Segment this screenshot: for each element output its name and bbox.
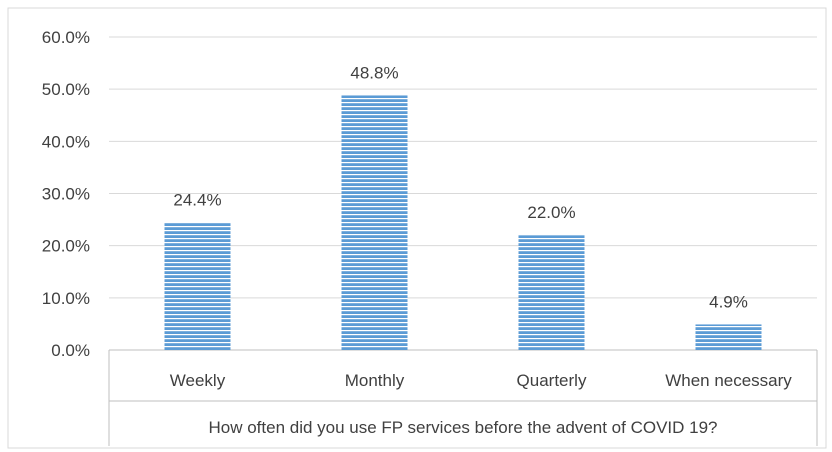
data-label: 48.8% [350, 63, 398, 82]
y-tick-label: 20.0% [42, 237, 90, 256]
y-axis-ticks: 0.0% 10.0% 20.0% 30.0% 40.0% 50.0% 60.0% [42, 28, 90, 360]
bars [164, 95, 762, 350]
data-labels: 24.4% 48.8% 22.0% 4.9% [173, 63, 747, 311]
y-tick-label: 40.0% [42, 132, 90, 151]
x-category-label: Monthly [345, 371, 405, 390]
bar-monthly [341, 95, 408, 350]
data-label: 22.0% [527, 203, 575, 222]
y-tick-label: 30.0% [42, 185, 90, 204]
x-category-label: When necessary [665, 371, 792, 390]
x-axis-categories: Weekly Monthly Quarterly When necessary [170, 371, 793, 390]
data-label: 24.4% [173, 191, 221, 210]
data-label: 4.9% [709, 292, 748, 311]
x-category-label: Quarterly [517, 371, 587, 390]
x-axis-box [108, 350, 818, 446]
y-tick-label: 60.0% [42, 28, 90, 47]
y-tick-label: 10.0% [42, 289, 90, 308]
x-category-label: Weekly [170, 371, 226, 390]
y-tick-label: 50.0% [42, 80, 90, 99]
bar-when-necessary [695, 324, 762, 350]
chart-frame [7, 7, 827, 449]
x-axis-title: How often did you use FP services before… [208, 418, 717, 437]
y-tick-label: 0.0% [51, 341, 90, 360]
bar-weekly [164, 222, 231, 350]
bar-quarterly [518, 235, 585, 350]
